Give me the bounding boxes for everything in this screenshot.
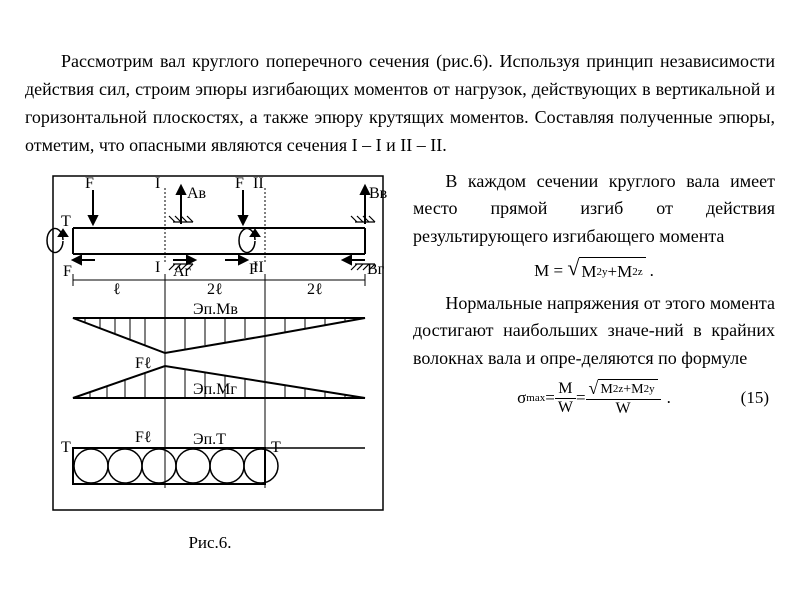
figure-column: F F T F F I I II II Aв Bв Aг Bг ℓ 2ℓ 2ℓ [25, 168, 395, 556]
svg-text:Bв: Bв [369, 185, 388, 202]
svg-text:2ℓ: 2ℓ [307, 281, 323, 298]
content-row: F F T F F I I II II Aв Bв Aг Bг ℓ 2ℓ 2ℓ [25, 168, 775, 556]
right-text-column: В каждом сечении круглого вала имеет мес… [413, 168, 775, 556]
svg-text:F: F [85, 175, 94, 192]
svg-text:T: T [61, 213, 71, 230]
svg-text:T: T [271, 439, 281, 456]
svg-text:ℓ: ℓ [113, 281, 121, 298]
svg-text:2ℓ: 2ℓ [207, 281, 223, 298]
svg-text:T: T [61, 439, 71, 456]
equation-number: (15) [741, 385, 769, 411]
right-p2: Нормальные напряжения от этого момента д… [413, 290, 775, 374]
figure-caption: Рис.6. [25, 530, 395, 556]
svg-text:F: F [63, 263, 72, 280]
svg-text:I: I [155, 175, 160, 192]
svg-text:II: II [253, 259, 264, 276]
intro-paragraph: Рассмотрим вал круглого поперечного сече… [25, 48, 775, 160]
svg-text:F: F [235, 175, 244, 192]
svg-text:Fℓ: Fℓ [135, 429, 152, 446]
right-p1: В каждом сечении круглого вала имеет мес… [413, 168, 775, 252]
svg-text:Aв: Aв [187, 185, 207, 202]
svg-text:Эп.Мв: Эп.Мв [193, 301, 238, 318]
svg-text:Эп.Мг: Эп.Мг [193, 381, 237, 398]
svg-text:Aг: Aг [173, 263, 192, 280]
svg-text:II: II [253, 175, 264, 192]
svg-text:Fℓ: Fℓ [135, 355, 152, 372]
figure-6-svg: F F T F F I I II II Aв Bв Aг Bг ℓ 2ℓ 2ℓ [25, 168, 395, 528]
formula-moment: M = √ M2y + M2z . [413, 257, 775, 285]
svg-text:I: I [155, 259, 160, 276]
svg-text:Bг: Bг [367, 261, 385, 278]
svg-text:Эп.Т: Эп.Т [193, 431, 226, 448]
formula-sigma: σmax = M W = √ M2z + M2y [413, 379, 775, 417]
